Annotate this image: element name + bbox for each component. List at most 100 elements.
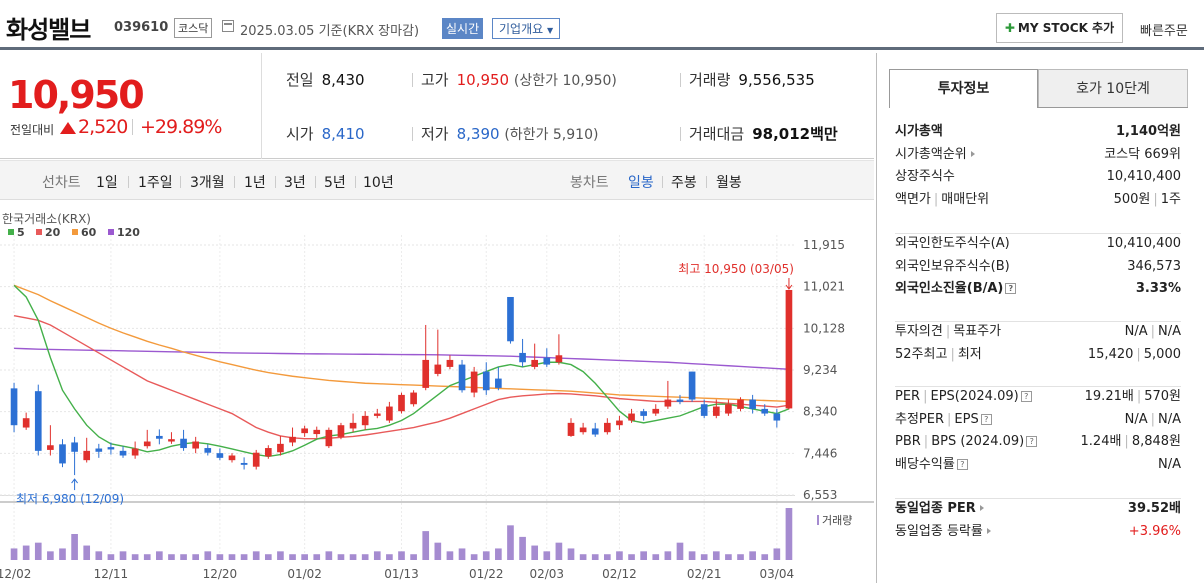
price-chart[interactable]: 11,915 11,021 10,128 9,234 8,340 7,446 6,553 12… [0,205,874,583]
current-price-block: 10,950 전일대비 2,520 +29.89% [0,53,262,159]
candle-body [422,359,430,388]
info-row: 시가총액순위 코스닥 669위 [895,146,1181,162]
chevron-right-icon[interactable] [979,505,984,511]
volume-bar [712,551,720,560]
candle-body [555,355,563,363]
candle-body [628,413,635,421]
volume-bar [252,551,260,560]
x-tick-label: 01/22 [469,567,504,581]
investment-info-panel: 투자정보 호가 10단계 시가총액 1,140억원 시가총액순위 코스닥 669위 상장… [876,53,1204,583]
volume-bar [83,545,91,560]
chevron-right-icon[interactable] [986,527,991,534]
volume-bar [10,548,18,560]
candle-body [737,399,744,409]
volume-bar [325,551,333,560]
candle-body [301,428,308,434]
volume-bar [688,551,696,560]
volume-bar [22,545,30,560]
volume-bar [373,551,381,560]
current-price: 10,950 [8,73,145,117]
prev-close: 전일 8,430 [286,71,365,89]
company-overview-dropdown[interactable]: 기업개요 ▼ [492,18,561,39]
candle-body [531,359,539,367]
period-5y[interactable]: 5년 [324,175,346,191]
add-mystock-button[interactable]: ✚ MY STOCK 추가 [996,13,1123,43]
tab-investment-info[interactable]: 투자정보 [889,69,1038,108]
high-arrow-head [785,284,793,290]
y-tick-label: 7,446 [803,446,837,460]
volume-bar [422,531,430,560]
info-row: 동일업종 등락률 +3.96% [895,523,1181,539]
price-summary: 10,950 전일대비 2,520 +29.89% 전일 8,430 고가 10,9… [0,53,874,159]
volume-bar [555,542,563,560]
volume-bar [434,542,442,560]
candle-body [180,438,187,449]
help-icon[interactable]: ? [1026,436,1038,447]
x-tick-label: 01/13 [384,567,419,581]
legend-label: 60 [81,226,97,239]
candle-body [252,452,260,467]
volume-bar [410,554,417,560]
period-1y[interactable]: 1년 [244,175,266,191]
volume-bar [204,551,212,560]
candle-weekly[interactable]: 주봉 [671,175,697,191]
chevron-right-icon[interactable] [970,150,975,157]
open-price: 시가 8,410 [286,125,365,143]
y-tick-label: 11,021 [803,280,845,294]
period-10y[interactable]: 10년 [363,175,394,191]
legend-label: 20 [45,226,61,239]
info-row: 추정PER | EPS? N/A | N/A [895,411,1181,427]
candle-body [543,357,551,365]
volume-bar [628,554,635,560]
candle-body [446,359,454,367]
tab-order-book[interactable]: 호가 10단계 [1038,69,1188,108]
candle-monthly[interactable]: 월봉 [716,175,742,191]
volume-bar [725,554,732,560]
help-icon[interactable]: ? [1005,283,1017,294]
period-1w[interactable]: 1주일 [138,175,173,191]
price-change-pct: +29.89% [140,116,222,138]
x-tick-label: 02/21 [687,567,722,581]
candle-body [519,352,526,363]
candle-body [325,429,333,447]
volume-bar [349,554,357,560]
help-icon[interactable]: ? [956,458,968,470]
low-arrow-head [71,478,78,484]
help-icon[interactable]: ? [1020,391,1032,402]
plus-icon: ✚ [1004,21,1015,35]
legend-swatch [108,229,114,235]
change-label: 전일대비 [10,123,55,137]
realtime-button[interactable]: 실시간 [442,18,484,39]
period-3y[interactable]: 3년 [284,175,306,191]
ma120-line [14,347,789,370]
period-1d[interactable]: 1일 [96,175,118,191]
low-annotation: 최저 6,980 (12/09) [16,492,124,506]
candle-body [337,425,345,437]
x-tick-label: 12/20 [203,567,238,581]
volume-bar [700,554,708,560]
volume-bar [361,554,369,560]
volume-bar [737,554,744,560]
candle-body [10,388,18,426]
candle-body [664,399,672,407]
candle-body [240,462,248,465]
volume-bar [119,551,127,560]
candle-body [204,448,212,453]
volume-bar [156,551,163,560]
candle-body [579,427,587,433]
volume-bar [470,554,478,560]
candle-body [567,422,575,436]
volume-bar [95,551,103,560]
price-date: 2025.03.05 기준(KRX 장마감) [240,24,420,39]
info-row: 동일업종 PER 39.52배 [895,501,1181,516]
candle-body [131,448,139,456]
volume-bar [579,554,587,560]
ma5-line [13,284,790,458]
volume-bar [458,548,466,560]
period-3m[interactable]: 3개월 [190,175,225,191]
y-tick-label: 6,553 [803,488,837,502]
candle-daily[interactable]: 일봉 [628,175,654,191]
quick-order-link[interactable]: 빠른주문 [1140,24,1188,39]
help-icon[interactable]: ? [980,413,992,425]
candle-body [228,455,236,461]
